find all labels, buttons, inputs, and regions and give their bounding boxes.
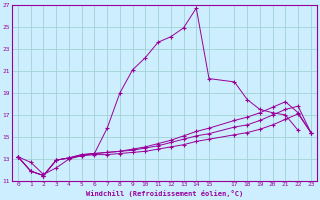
X-axis label: Windchill (Refroidissement éolien,°C): Windchill (Refroidissement éolien,°C): [86, 190, 243, 197]
